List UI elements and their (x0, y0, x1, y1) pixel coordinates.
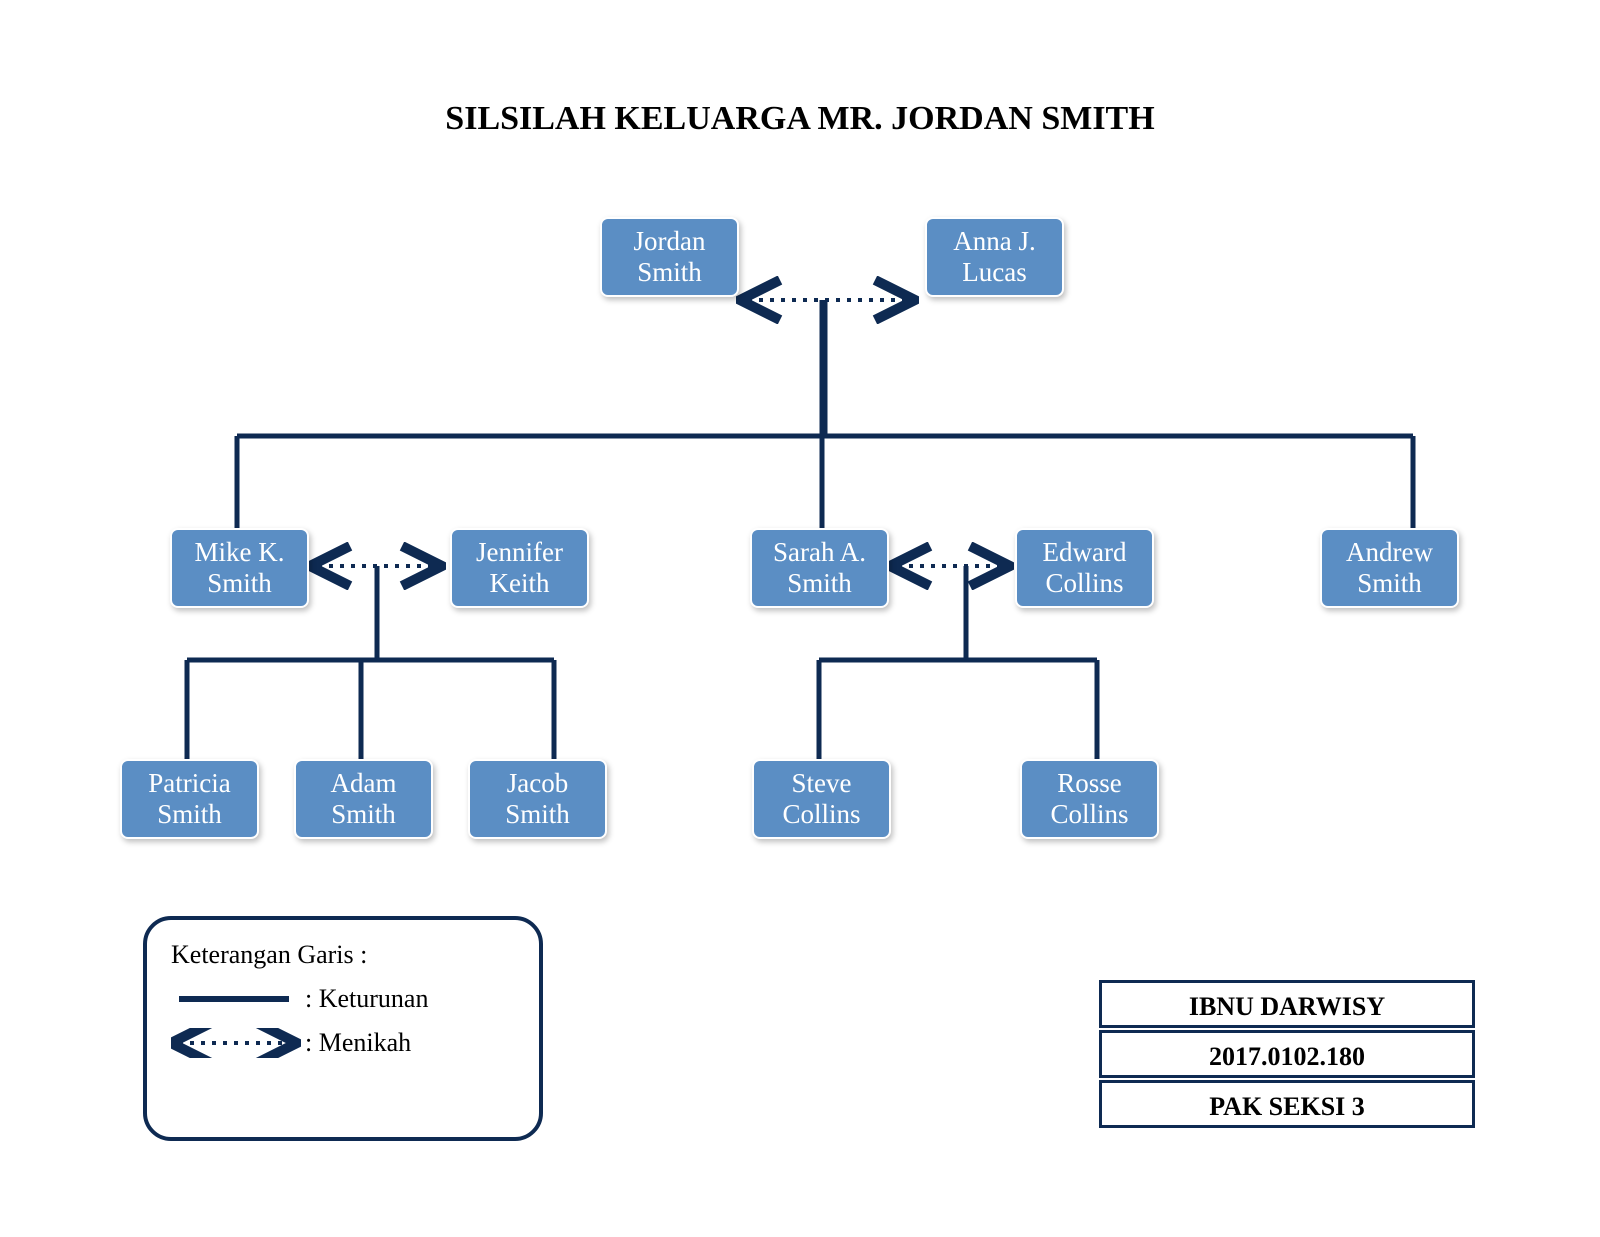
legend-box: Keterangan Garis : : Keturunan : Menikah (143, 916, 543, 1141)
legend-label: : Menikah (305, 1028, 411, 1058)
node-andrew: AndrewSmith (1320, 528, 1459, 608)
legend-row-dashed: : Menikah (171, 1028, 515, 1058)
node-patricia: PatriciaSmith (120, 759, 259, 839)
node-sarah: Sarah A.Smith (750, 528, 889, 608)
info-cell-1: 2017.0102.180 (1099, 1030, 1475, 1078)
node-anna: Anna J.Lucas (925, 217, 1064, 297)
family-tree-diagram: SILSILAH KELUARGA MR. JORDAN SMITH Jorda… (0, 0, 1600, 1237)
legend-row-solid: : Keturunan (171, 984, 515, 1014)
node-rosse: RosseCollins (1020, 759, 1159, 839)
node-steve: SteveCollins (752, 759, 891, 839)
legend-label: : Keturunan (305, 984, 428, 1014)
legend-title: Keterangan Garis : (171, 940, 515, 970)
node-jacob: JacobSmith (468, 759, 607, 839)
info-cell-2: PAK SEKSI 3 (1099, 1080, 1475, 1128)
node-jennifer: JenniferKeith (450, 528, 589, 608)
page-title: SILSILAH KELUARGA MR. JORDAN SMITH (0, 100, 1600, 138)
node-edward: EdwardCollins (1015, 528, 1154, 608)
node-jordan: JordanSmith (600, 217, 739, 297)
node-mike: Mike K.Smith (170, 528, 309, 608)
info-cell-0: IBNU DARWISY (1099, 980, 1475, 1028)
author-info-panel: IBNU DARWISY2017.0102.180PAK SEKSI 3 (1099, 980, 1475, 1130)
node-adam: AdamSmith (294, 759, 433, 839)
